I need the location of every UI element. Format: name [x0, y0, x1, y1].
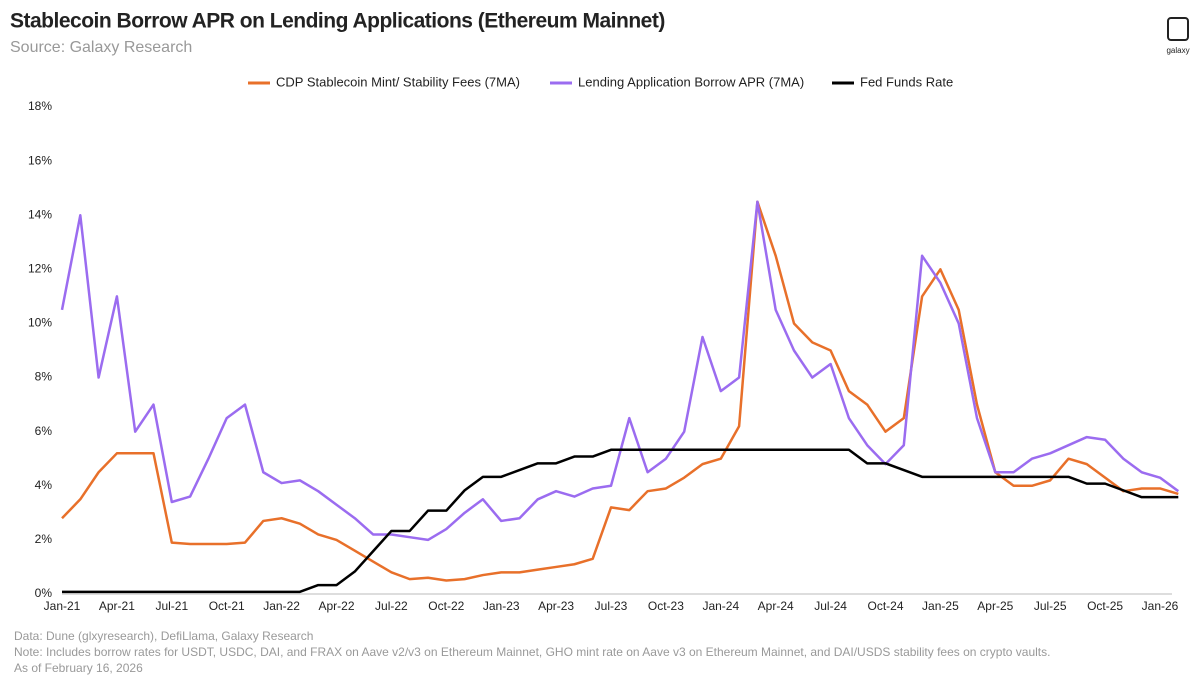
note: Note: Includes borrow rates for USDT, US… — [14, 645, 1050, 659]
x-tick-label: Jul-25 — [1034, 599, 1067, 613]
x-tick-label: Jan-24 — [702, 599, 739, 613]
note: Data: Dune (glxyresearch), DefiLlama, Ga… — [14, 629, 313, 643]
x-tick-label: Apr-23 — [538, 599, 574, 613]
y-tick-label: 2% — [35, 532, 53, 546]
x-tick-label: Jul-24 — [814, 599, 847, 613]
y-tick-label: 12% — [28, 262, 52, 276]
x-tick-label: Oct-21 — [209, 599, 245, 613]
notes: Data: Dune (glxyresearch), DefiLlama, Ga… — [14, 629, 1050, 675]
chart-title: Stablecoin Borrow APR on Lending Applica… — [10, 10, 665, 33]
y-tick-label: 4% — [35, 478, 53, 492]
series-line — [62, 448, 1179, 594]
legend-label: Fed Funds Rate — [860, 74, 953, 89]
y-tick-label: 6% — [35, 424, 53, 438]
legend-label: Lending Application Borrow APR (7MA) — [578, 74, 804, 89]
y-tick-label: 14% — [28, 207, 52, 221]
x-tick-label: Jul-21 — [155, 599, 188, 613]
x-tick-label: Oct-25 — [1087, 599, 1123, 613]
x-tick-label: Jan-21 — [44, 599, 81, 613]
x-tick-label: Jan-26 — [1142, 599, 1179, 613]
logo-text: galaxy — [1166, 46, 1189, 55]
y-tick-label: 0% — [35, 586, 53, 600]
y-tick-label: 8% — [35, 370, 53, 384]
x-tick-label: Oct-22 — [428, 599, 464, 613]
series-line — [60, 200, 1180, 542]
x-tick-label: Apr-21 — [99, 599, 135, 613]
legend-label: CDP Stablecoin Mint/ Stability Fees (7MA… — [276, 74, 520, 89]
x-tick-label: Jul-23 — [595, 599, 628, 613]
x-tick-label: Apr-24 — [758, 599, 794, 613]
y-tick-label: 18% — [28, 99, 52, 113]
logo-icon — [1167, 17, 1189, 41]
x-tick-label: Jan-22 — [263, 599, 300, 613]
x-tick-label: Jan-23 — [483, 599, 520, 613]
y-tick-label: 10% — [28, 316, 52, 330]
series-line — [61, 200, 1179, 582]
x-tick-label: Apr-25 — [977, 599, 1013, 613]
x-tick-label: Oct-23 — [648, 599, 684, 613]
x-tick-label: Apr-22 — [318, 599, 354, 613]
x-tick-label: Oct-24 — [867, 599, 903, 613]
x-tick-label: Jul-22 — [375, 599, 408, 613]
y-tick-label: 16% — [28, 153, 52, 167]
note: As of February 16, 2026 — [14, 661, 143, 675]
x-tick-label: Jan-25 — [922, 599, 959, 613]
chart-subtitle: Source: Galaxy Research — [10, 39, 192, 56]
